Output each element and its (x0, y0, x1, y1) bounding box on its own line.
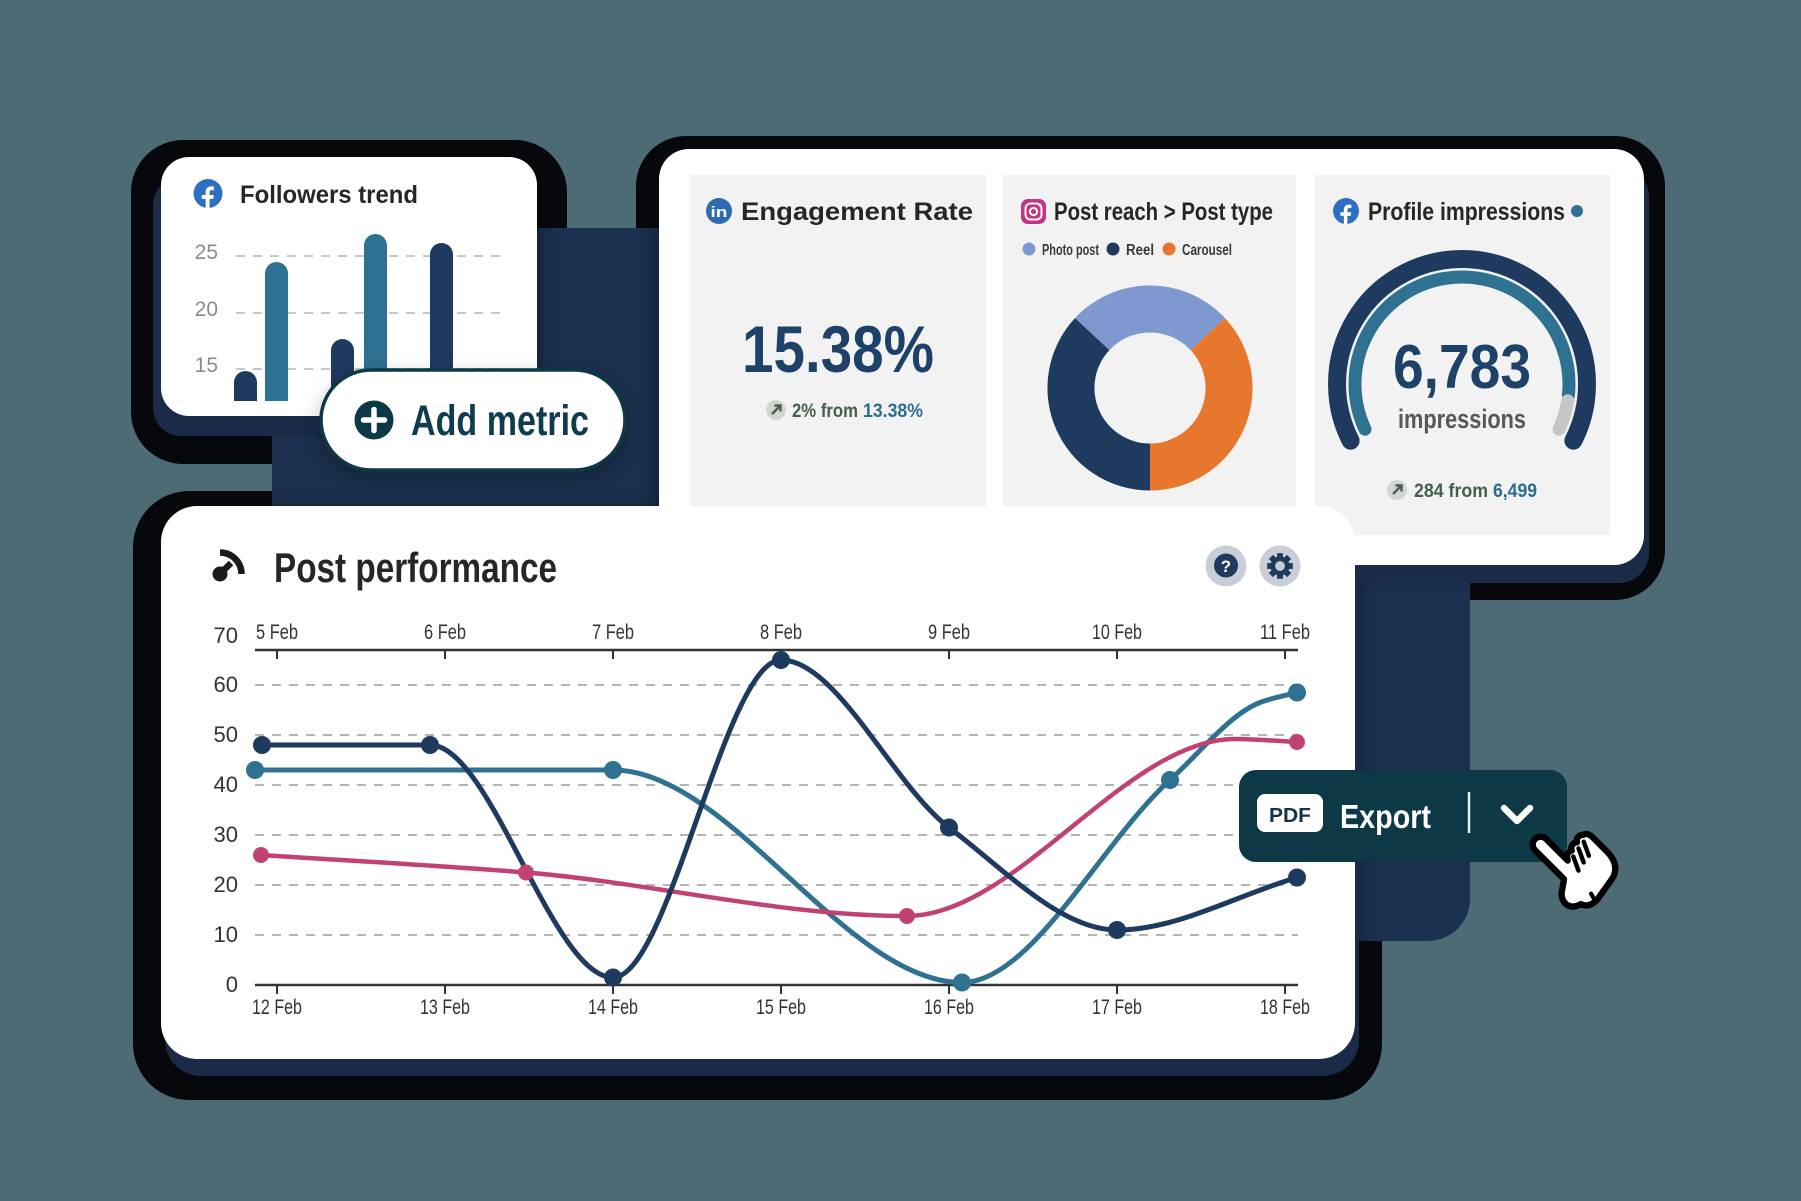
svg-text:15.38%: 15.38% (742, 312, 934, 386)
svg-text:60: 60 (214, 672, 238, 697)
svg-text:6,783: 6,783 (1393, 333, 1531, 402)
svg-text:Carousel: Carousel (1182, 242, 1232, 259)
svg-text:Post reach > Post type: Post reach > Post type (1054, 198, 1273, 226)
svg-text:Followers trend: Followers trend (240, 181, 418, 209)
svg-text:6 Feb: 6 Feb (424, 621, 466, 644)
svg-text:20: 20 (195, 298, 218, 321)
svg-text:Photo post: Photo post (1042, 242, 1099, 259)
svg-text:8 Feb: 8 Feb (760, 621, 802, 644)
svg-text:PDF: PDF (1269, 805, 1311, 827)
svg-text:17 Feb: 17 Feb (1092, 996, 1142, 1019)
svg-text:0: 0 (226, 972, 238, 997)
svg-text:in: in (711, 204, 728, 221)
svg-text:50: 50 (214, 722, 238, 747)
svg-text:70: 70 (214, 623, 238, 648)
svg-text:40: 40 (214, 772, 238, 797)
svg-text:Engagement Rate: Engagement Rate (741, 198, 973, 226)
svg-text:20: 20 (214, 872, 238, 897)
svg-text:15: 15 (195, 354, 218, 377)
svg-text:2% from: 2% from (792, 401, 858, 422)
svg-text:30: 30 (214, 822, 238, 847)
svg-text:impressions: impressions (1398, 404, 1526, 434)
svg-text:12 Feb: 12 Feb (252, 996, 302, 1019)
svg-text:13.38%: 13.38% (863, 401, 923, 422)
svg-text:15 Feb: 15 Feb (756, 996, 806, 1019)
svg-text:Export: Export (1340, 798, 1431, 835)
svg-text:284 from: 284 from (1414, 481, 1488, 502)
svg-text:Add metric: Add metric (411, 397, 589, 445)
svg-text:?: ? (1221, 557, 1231, 576)
svg-text:10 Feb: 10 Feb (1092, 621, 1142, 644)
svg-text:18 Feb: 18 Feb (1260, 996, 1310, 1019)
svg-text:Profile impressions: Profile impressions (1368, 198, 1565, 226)
svg-text:11 Feb: 11 Feb (1260, 621, 1310, 644)
svg-text:10: 10 (214, 922, 238, 947)
svg-text:Post performance: Post performance (274, 544, 557, 591)
svg-text:9 Feb: 9 Feb (928, 621, 970, 644)
svg-text:6,499: 6,499 (1493, 481, 1537, 502)
svg-text:25: 25 (195, 241, 218, 264)
svg-text:5 Feb: 5 Feb (256, 621, 298, 644)
svg-text:13 Feb: 13 Feb (420, 996, 470, 1019)
svg-text:14 Feb: 14 Feb (588, 996, 638, 1019)
svg-text:Reel: Reel (1126, 242, 1154, 259)
svg-text:16 Feb: 16 Feb (924, 996, 974, 1019)
svg-text:7 Feb: 7 Feb (592, 621, 634, 644)
